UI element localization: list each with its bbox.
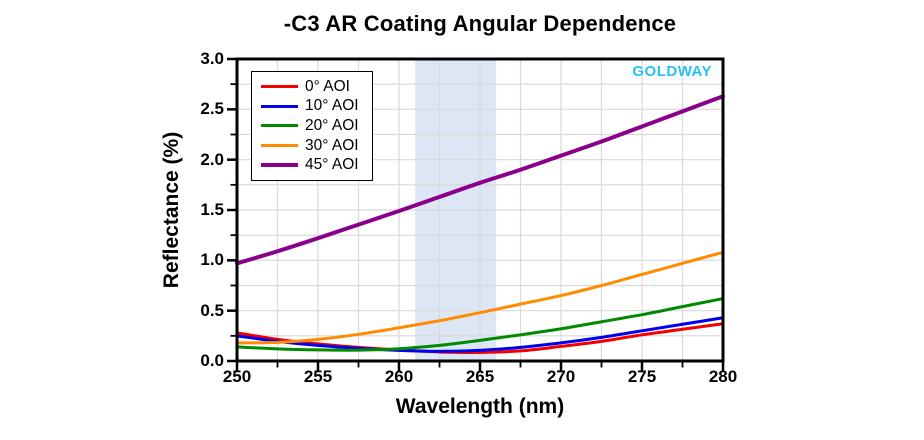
legend-line-swatch	[261, 124, 298, 128]
x-tick-label: 280	[708, 367, 738, 386]
legend-item: 10° AOI	[261, 97, 372, 117]
x-tick-label: 255	[303, 367, 333, 386]
legend-line-swatch	[261, 85, 298, 89]
curve-45-aoi	[235, 94, 725, 266]
legend-item: 20° AOI	[261, 116, 372, 136]
x-tick-label: 265	[465, 367, 495, 386]
curve-20-aoi	[235, 297, 725, 352]
watermark-text: GOLDWAY	[632, 63, 712, 80]
x-tick-label: 275	[627, 367, 657, 386]
legend-label: 20° AOI	[305, 116, 359, 134]
legend-line-swatch	[261, 104, 298, 108]
y-tick-label: 0.5	[200, 300, 224, 320]
legend-item: 30° AOI	[261, 136, 372, 156]
x-tick-label: 270	[546, 367, 576, 386]
legend-label: 10° AOI	[305, 97, 359, 115]
y-tick-label: 2.0	[200, 149, 224, 169]
y-axis-label: Reflectance (%)	[160, 131, 183, 289]
curve-10-aoi	[235, 316, 725, 353]
legend-label: 45° AOI	[305, 156, 359, 174]
legend: 0° AOI 10° AOI 20° AOI 30° AOI 45° AOI	[251, 71, 373, 181]
x-tick-label: 260	[384, 367, 414, 386]
x-tick-label: 250	[222, 367, 252, 386]
y-tick-label: 0.0	[200, 351, 224, 370]
y-tick-label: 1.5	[200, 200, 224, 219]
curve-30-aoi	[235, 250, 725, 345]
legend-label: 30° AOI	[305, 136, 359, 154]
x-axis-label: Wavelength (nm)	[395, 395, 565, 418]
curve-0-aoi	[235, 322, 725, 354]
axis-frame	[235, 57, 725, 363]
y-tick-label: 2.5	[200, 99, 224, 119]
legend-line-swatch	[261, 144, 298, 148]
y-tick-label: 3.0	[200, 49, 224, 68]
legend-item: 45° AOI	[261, 155, 372, 175]
legend-line-swatch	[261, 163, 298, 168]
y-tick-label: 1.0	[200, 250, 224, 270]
legend-label: 0° AOI	[305, 77, 350, 95]
legend-item: 0° AOI	[261, 77, 372, 97]
chart-title: -C3 AR Coating Angular Dependence	[283, 11, 677, 36]
